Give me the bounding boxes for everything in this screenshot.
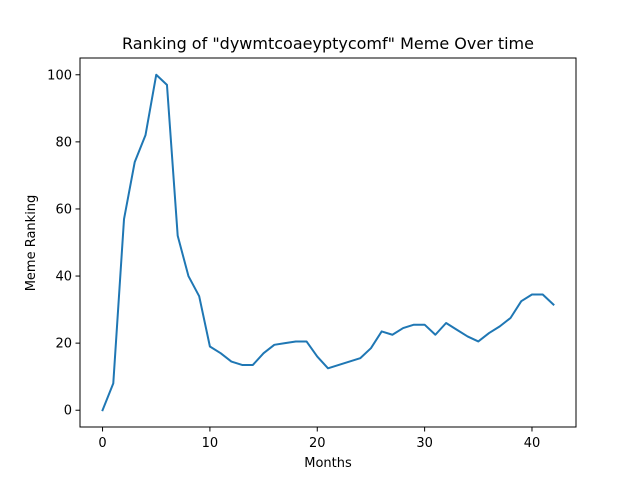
y-tick-label: 60 — [55, 202, 72, 217]
y-axis-label: Meme Ranking — [24, 195, 39, 292]
y-tick-label: 0 — [64, 404, 72, 419]
series-line-0 — [101, 73, 555, 412]
x-tick-label: 30 — [416, 436, 433, 451]
y-axis: 0 20 40 60 80 100 — [47, 68, 80, 419]
y-tick-label: 40 — [55, 270, 72, 285]
y-tick-label: 20 — [55, 337, 72, 352]
plot-frame — [79, 57, 577, 428]
x-tick-label: 0 — [98, 436, 106, 451]
y-tick-label: 80 — [55, 135, 72, 150]
plot-area — [79, 57, 577, 428]
x-tick-label: 10 — [202, 436, 219, 451]
x-tick-label: 40 — [524, 436, 541, 451]
chart-title: Ranking of "dywmtcoaeyptycomf" Meme Over… — [122, 34, 534, 53]
x-axis-label: Months — [304, 456, 352, 471]
y-tick-label: 100 — [47, 68, 72, 83]
x-tick-label: 20 — [309, 436, 326, 451]
x-axis: 0 10 20 30 40 — [98, 427, 540, 451]
